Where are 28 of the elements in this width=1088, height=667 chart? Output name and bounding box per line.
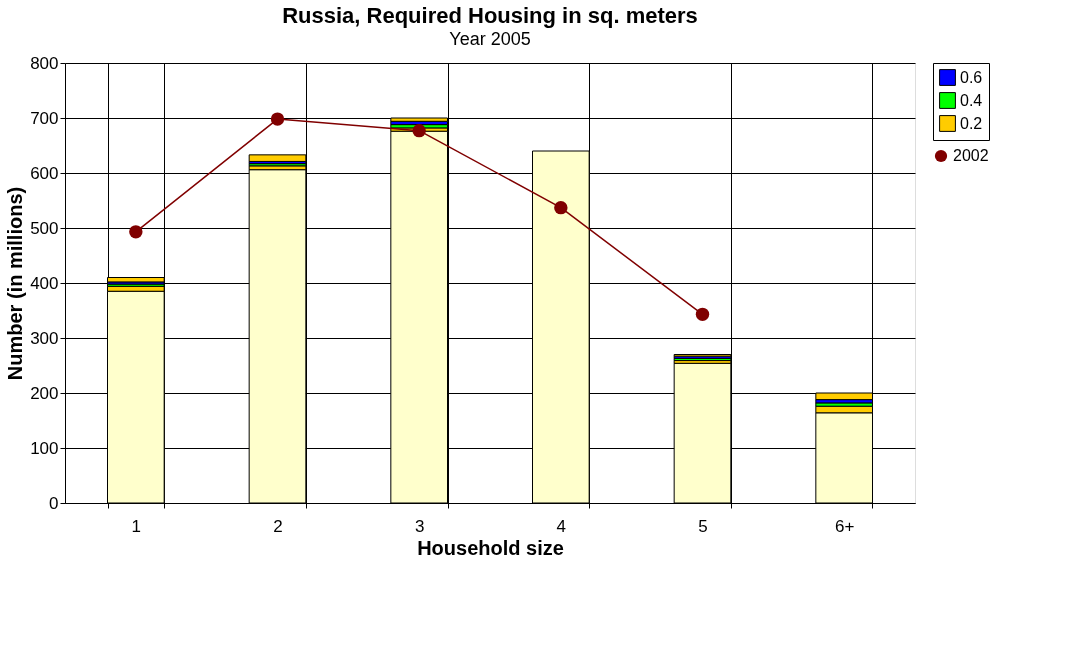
point: [554, 200, 568, 215]
x-tick-label: 3: [414, 516, 425, 536]
y-tick-label: 700: [30, 108, 59, 128]
y-tick-label: 200: [30, 383, 59, 403]
y-tick-label: 500: [30, 218, 59, 238]
y-tick-label: 0: [49, 493, 59, 513]
y-tick-label: 800: [30, 53, 59, 73]
x-tick-label: 1: [131, 516, 142, 536]
point: [270, 112, 285, 126]
point: [695, 307, 710, 322]
chart-subtitle: Year 2005: [449, 29, 531, 49]
x-axis-title: Household size: [417, 536, 564, 559]
y-tick-label: 600: [30, 163, 59, 183]
x-tick-label: 6+: [834, 516, 855, 536]
chart-title: Russia, Required Housing in sq. meters: [282, 3, 698, 28]
legend-label: 0.6: [960, 68, 983, 86]
y-axis-title: Number (in millions): [4, 186, 27, 381]
x-tick-label: 5: [698, 516, 708, 536]
y-tick-label: 400: [30, 273, 59, 293]
x-tick-label: 2: [273, 516, 283, 536]
y-tick-label: 300: [30, 328, 59, 348]
y-tick-label: 100: [30, 438, 59, 458]
legend-label: 0.2: [960, 114, 983, 132]
x-tick-label: 4: [556, 516, 567, 536]
legend-label: 0.4: [960, 91, 983, 109]
point: [129, 225, 143, 239]
legend-label: 2002: [953, 147, 989, 164]
point: [412, 123, 426, 138]
